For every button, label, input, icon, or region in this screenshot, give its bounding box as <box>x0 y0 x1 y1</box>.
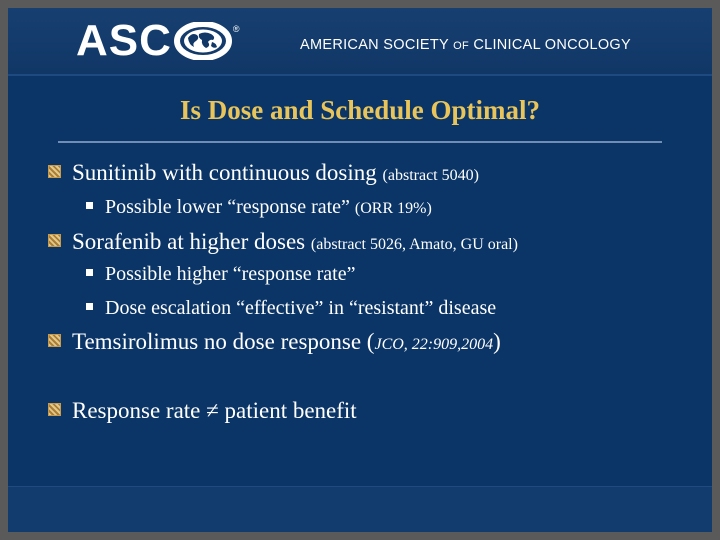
header-band: ASC ® AMERICAN SOCIETY OF CLINICAL ONCOL… <box>8 8 712 76</box>
bullet-square-icon <box>48 165 61 178</box>
asco-logo: ASC ® <box>76 16 240 65</box>
bullet-item: Sorafenib at higher doses (abstract 5026… <box>48 229 518 255</box>
sub-bullet-icon <box>86 202 93 209</box>
logo-text: ASC <box>76 16 172 65</box>
bullet-square-icon <box>48 334 61 347</box>
globe-icon <box>173 22 232 60</box>
footer-band <box>8 486 712 532</box>
bullet-item: Temsirolimus no dose response (JCO, 22:9… <box>48 329 501 355</box>
bullet-square-icon <box>48 234 61 247</box>
sub-bullet-item: Dose escalation “effective” in “resistan… <box>86 297 496 320</box>
sub-bullet-icon <box>86 303 93 310</box>
bullet-item: Sunitinib with continuous dosing (abstra… <box>48 160 479 186</box>
bullet-square-icon <box>48 403 61 416</box>
slide-title: Is Dose and Schedule Optimal? <box>179 95 541 125</box>
sub-bullet-item: Possible lower “response rate” (ORR 19%) <box>86 196 432 219</box>
slide: ASC ® AMERICAN SOCIETY OF CLINICAL ONCOL… <box>8 8 712 532</box>
sub-bullet-icon <box>86 269 93 276</box>
sub-bullet-item: Possible higher “response rate” <box>86 263 355 286</box>
registered-mark: ® <box>232 24 240 34</box>
organization-name: AMERICAN SOCIETY OF CLINICAL ONCOLOGY <box>300 37 631 53</box>
bullet-item: Response rate ≠ patient benefit <box>48 398 357 424</box>
title-divider <box>58 141 662 143</box>
